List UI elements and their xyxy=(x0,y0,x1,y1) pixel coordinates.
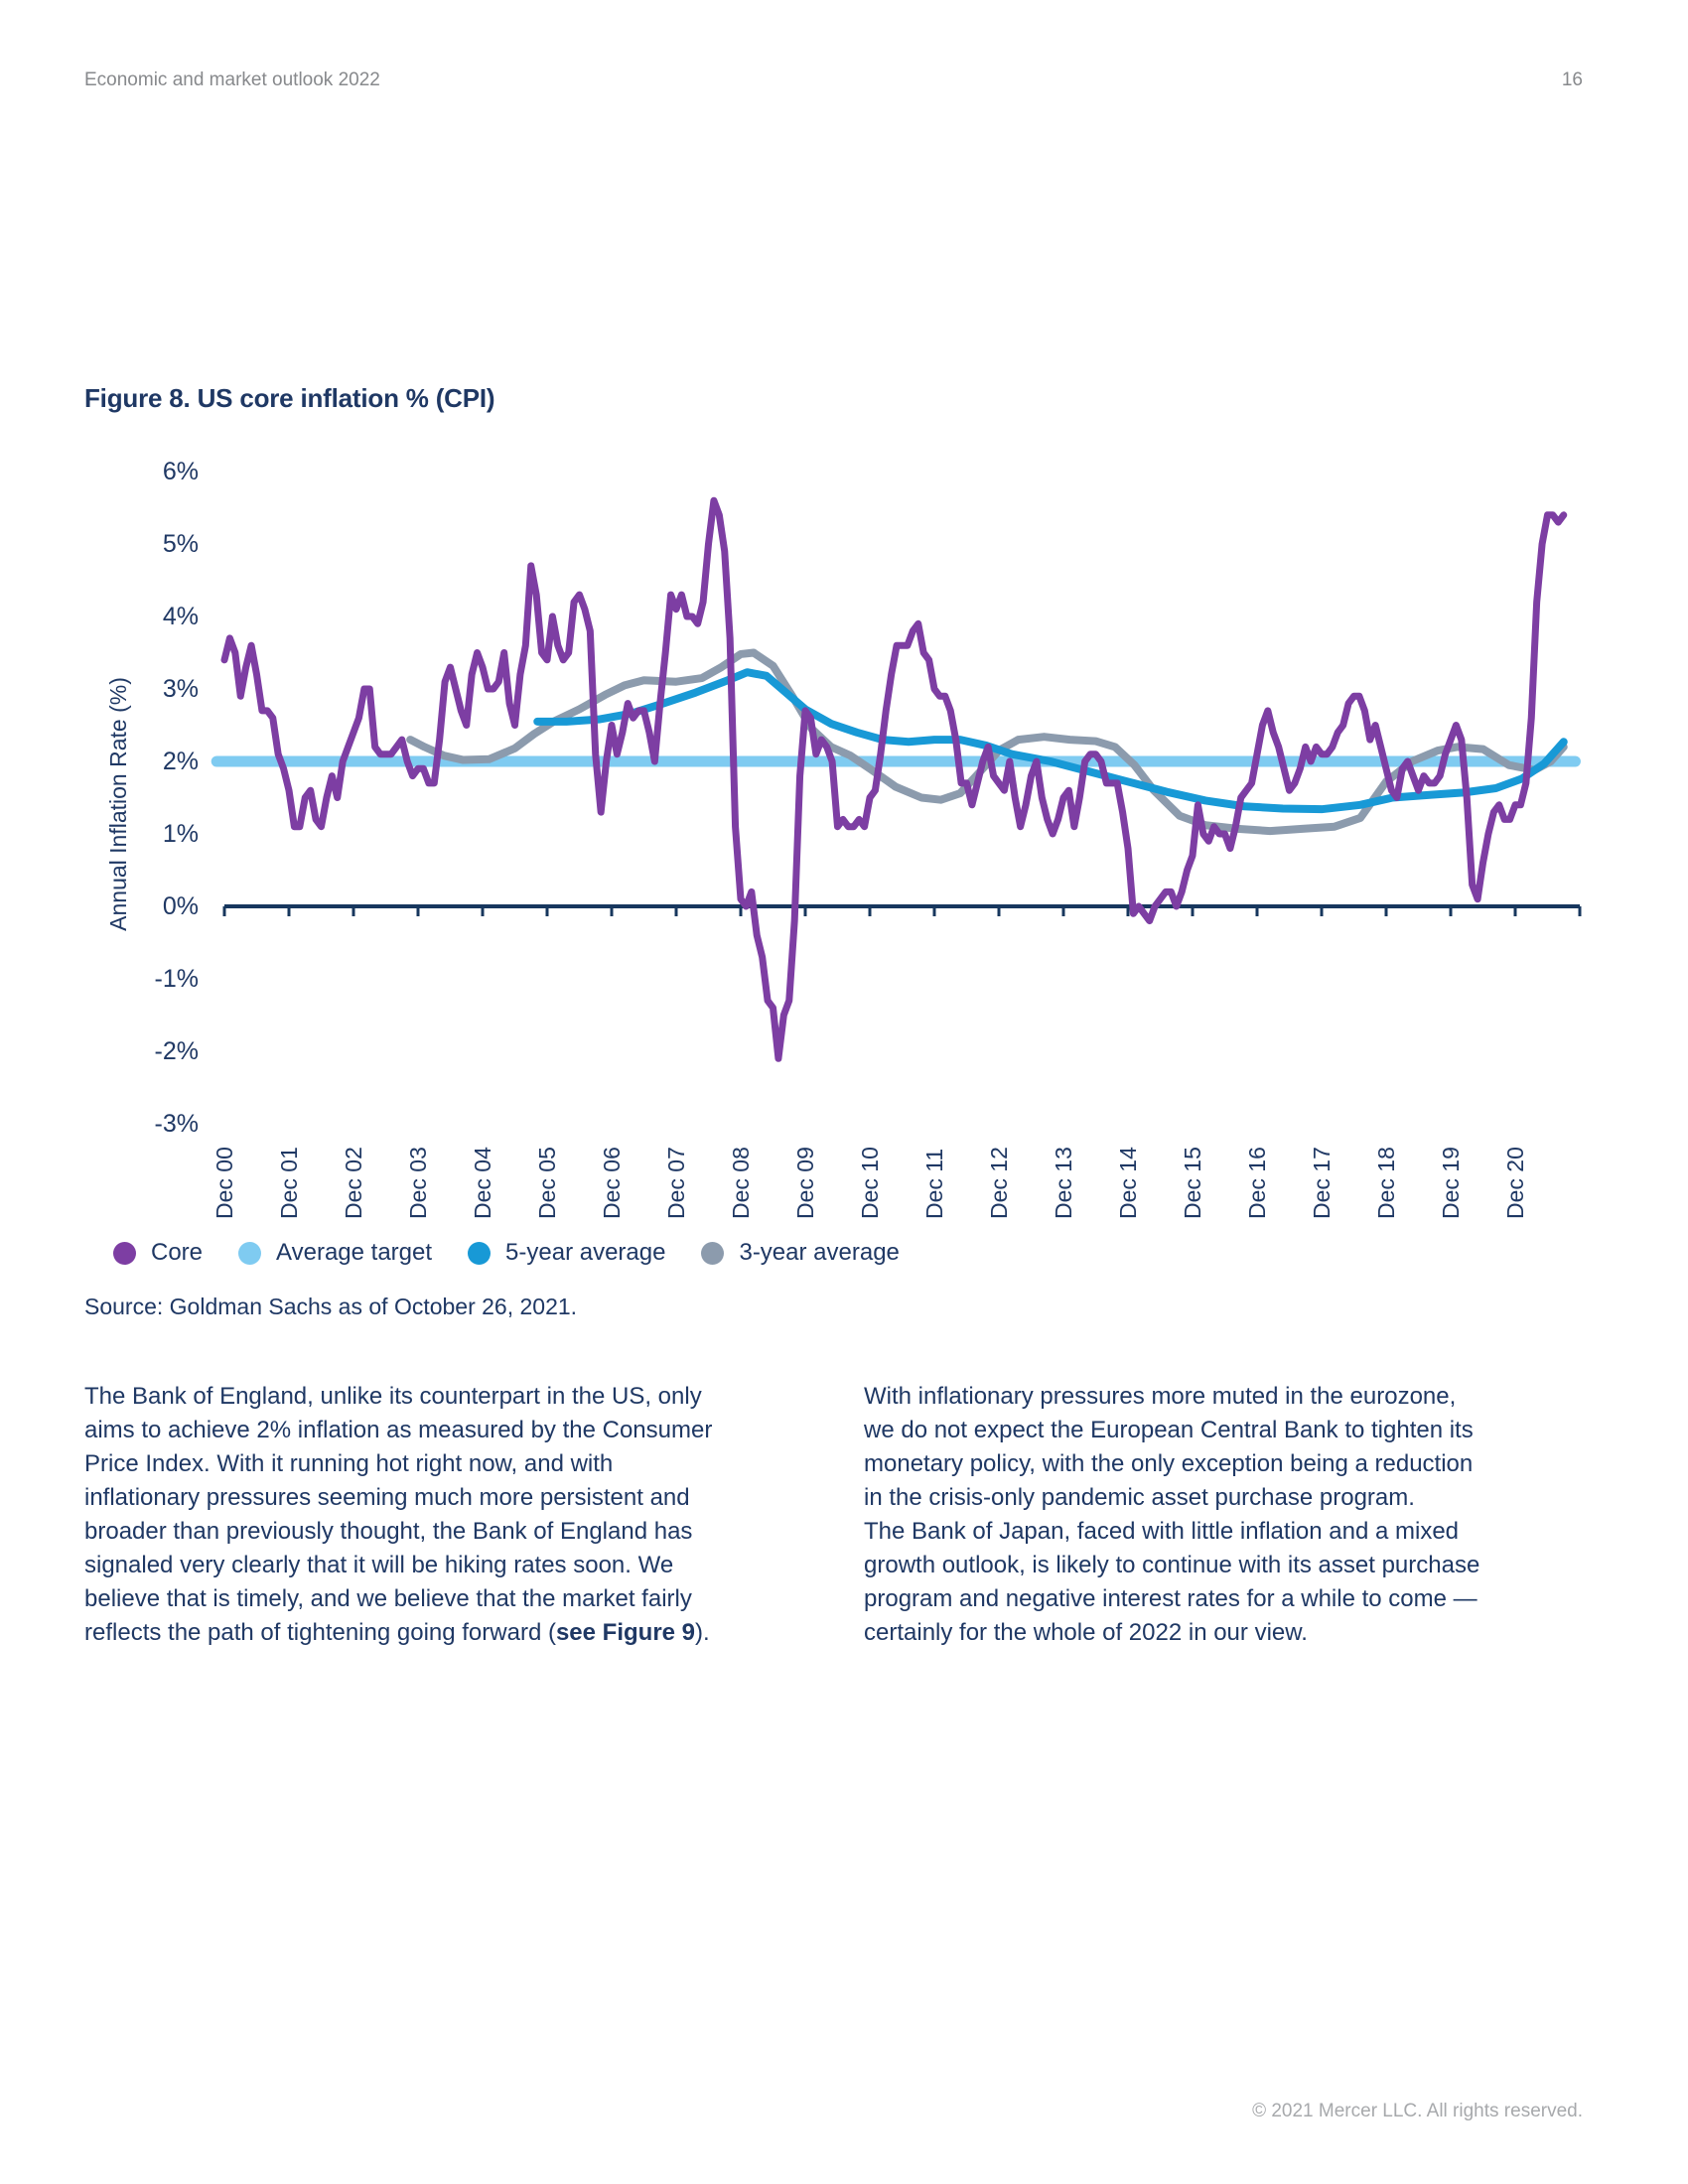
x-tick-label: Dec 09 xyxy=(792,1147,818,1219)
body-text-line: certainly for the whole of 2022 in our v… xyxy=(864,1619,1308,1646)
legend-marker-average-target xyxy=(238,1241,262,1265)
y-tick-label: -1% xyxy=(155,965,199,993)
body-text-line: monetary policy, with the only exception… xyxy=(864,1450,1474,1477)
legend-marker-3-year-average xyxy=(701,1241,725,1265)
header-title: Economic and market outlook 2022 xyxy=(84,69,380,90)
legend-marker-5-year-average xyxy=(468,1241,492,1265)
x-tick-label: Dec 03 xyxy=(405,1147,431,1219)
figure-title: Figure 8. US core inflation % (CPI) xyxy=(84,383,495,413)
x-tick-label: Dec 05 xyxy=(534,1147,560,1219)
body-text-line: The Bank of Japan, faced with little inf… xyxy=(864,1518,1460,1545)
x-tick-label: Dec 18 xyxy=(1373,1147,1399,1219)
x-tick-label: Dec 14 xyxy=(1115,1147,1141,1219)
y-tick-label: 1% xyxy=(163,820,199,848)
body-text-line: believe that is timely, and we believe t… xyxy=(84,1585,692,1612)
x-tick-label: Dec 12 xyxy=(986,1147,1012,1219)
y-tick-label: 0% xyxy=(163,892,199,920)
x-tick-label: Dec 19 xyxy=(1438,1147,1464,1219)
legend-label: 5-year average xyxy=(505,1239,666,1266)
series-line-3-year-average xyxy=(406,648,1568,836)
x-tick-label: Dec 07 xyxy=(663,1147,689,1219)
legend-item-5-year-average: 5-year average xyxy=(468,1239,665,1267)
chart-legend: Core Average target 5-year average 3-year a… xyxy=(113,1239,900,1267)
body-text-line: growth outlook, is likely to continue wi… xyxy=(864,1552,1480,1578)
series-line-5-year-average xyxy=(533,668,1568,814)
y-tick-label: -2% xyxy=(155,1037,199,1065)
legend-label: Average target xyxy=(276,1239,433,1266)
x-tick-label: Dec 04 xyxy=(470,1147,495,1219)
source-note: Source: Goldman Sachs as of October 26, … xyxy=(84,1294,578,1319)
legend-item-3-year-average: 3-year average xyxy=(701,1239,900,1267)
x-tick-label: Dec 13 xyxy=(1051,1147,1076,1219)
body-text-line: With inflationary pressures more muted i… xyxy=(864,1383,1457,1410)
body-text-left-column: The Bank of England, unlike its counterp… xyxy=(84,1380,819,1650)
x-tick-label: Dec 00 xyxy=(211,1147,237,1219)
body-text-line: aims to achieve 2% inflation as measured… xyxy=(84,1417,713,1443)
x-tick-label: Dec 16 xyxy=(1244,1147,1270,1219)
x-tick-label: Dec 17 xyxy=(1309,1147,1335,1219)
x-tick-label: Dec 11 xyxy=(921,1149,947,1219)
body-text-line: inflationary pressures seeming much more… xyxy=(84,1484,690,1511)
y-tick-label: 5% xyxy=(163,530,199,558)
legend-item-average-target: Average target xyxy=(238,1239,432,1267)
inline-text: ). xyxy=(695,1619,710,1646)
footer-copyright: © 2021 Mercer LLC. All rights reserved. xyxy=(1252,2101,1583,2121)
bold-inline-text: see Figure 9 xyxy=(555,1619,696,1646)
body-text-line: broader than previously thought, the Ban… xyxy=(84,1518,693,1545)
y-tick-label: 3% xyxy=(163,675,199,703)
x-tick-label: Dec 20 xyxy=(1502,1147,1528,1219)
x-tick-label: Dec 15 xyxy=(1180,1147,1205,1219)
body-text-line: reflects the path of tightening going fo… xyxy=(84,1616,819,1650)
body-text-line: The Bank of England, unlike its counterp… xyxy=(84,1383,702,1410)
y-tick-label: 6% xyxy=(163,458,199,485)
legend-label: 3-year average xyxy=(739,1239,900,1266)
legend-item-core: Core xyxy=(113,1239,203,1267)
legend-marker-core xyxy=(113,1241,136,1265)
inline-text: reflects the path of tightening going fo… xyxy=(84,1619,556,1646)
body-text-line: in the crisis-only pandemic asset purcha… xyxy=(864,1484,1415,1511)
x-tick-label: Dec 08 xyxy=(728,1147,754,1219)
y-axis-title: Annual Inflation Rate (%) xyxy=(105,677,131,931)
body-text-line: program and negative interest rates for … xyxy=(864,1585,1477,1612)
body-text-line: signaled very clearly that it will be hi… xyxy=(84,1552,674,1578)
x-tick-label: Dec 01 xyxy=(276,1147,302,1219)
series-line-core xyxy=(220,496,1568,1062)
x-tick-label: Dec 02 xyxy=(341,1147,366,1219)
x-tick-label: Dec 10 xyxy=(857,1147,883,1219)
body-text-right-column: With inflationary pressures more muted i… xyxy=(864,1380,1599,1650)
body-text-line: Price Index. With it running hot right n… xyxy=(84,1450,614,1477)
legend-label: Core xyxy=(151,1239,204,1266)
y-tick-label: -3% xyxy=(155,1110,199,1138)
x-tick-label: Dec 06 xyxy=(599,1147,625,1219)
y-tick-label: 2% xyxy=(163,748,199,775)
body-text-line: we do not expect the European Central Ba… xyxy=(864,1417,1474,1443)
page-number: 16 xyxy=(1561,69,1583,90)
y-tick-label: 4% xyxy=(163,603,199,630)
